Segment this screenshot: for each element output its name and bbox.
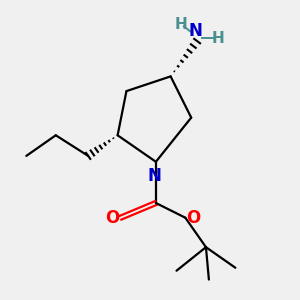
Text: H: H [211,31,224,46]
Text: N: N [189,22,202,40]
Text: O: O [187,209,201,227]
Text: H: H [175,17,187,32]
Text: N: N [148,167,161,185]
Text: O: O [105,209,119,227]
